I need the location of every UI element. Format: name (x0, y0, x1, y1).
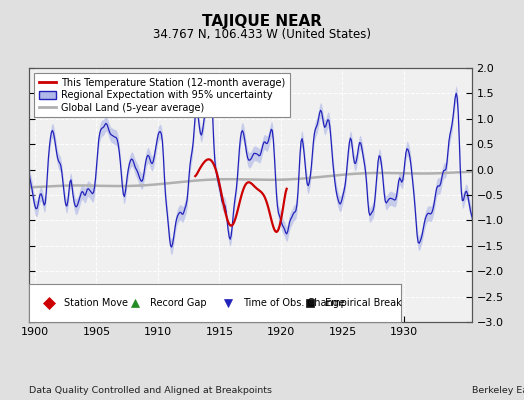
Text: Time of Obs. Change: Time of Obs. Change (243, 298, 345, 308)
Legend: This Temperature Station (12-month average), Regional Expectation with 95% uncer: This Temperature Station (12-month avera… (34, 73, 290, 118)
Y-axis label: Temperature Anomaly (°C): Temperature Anomaly (°C) (523, 121, 524, 269)
Text: Data Quality Controlled and Aligned at Breakpoints: Data Quality Controlled and Aligned at B… (29, 386, 272, 395)
Text: Berkeley Earth: Berkeley Earth (472, 386, 524, 395)
Text: TAJIQUE NEAR: TAJIQUE NEAR (202, 14, 322, 29)
Text: 34.767 N, 106.433 W (United States): 34.767 N, 106.433 W (United States) (153, 28, 371, 41)
Text: Empirical Break: Empirical Break (324, 298, 401, 308)
Text: Station Move: Station Move (64, 298, 128, 308)
Text: Record Gap: Record Gap (150, 298, 206, 308)
